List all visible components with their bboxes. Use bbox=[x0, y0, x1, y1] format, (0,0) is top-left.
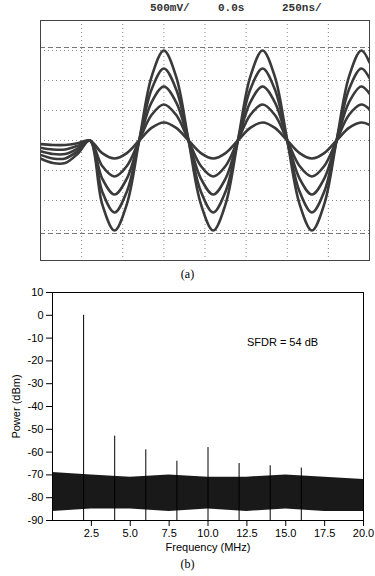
svg-text:Frequency (MHz): Frequency (MHz) bbox=[166, 541, 251, 553]
svg-text:-90: -90 bbox=[28, 514, 44, 526]
svg-text:-60: -60 bbox=[28, 446, 44, 458]
svg-text:-70: -70 bbox=[28, 468, 44, 480]
svg-text:0: 0 bbox=[37, 309, 43, 321]
html-text:500mV/: 500mV/ bbox=[150, 2, 190, 14]
svg-text:SFDR = 54 dB: SFDR = 54 dB bbox=[247, 336, 318, 348]
svg-text:7.5: 7.5 bbox=[161, 527, 176, 539]
svg-text:-50: -50 bbox=[28, 423, 44, 435]
html-text:0.0s: 0.0s bbox=[218, 2, 245, 14]
svg-text:-10: -10 bbox=[28, 332, 44, 344]
html-text:(b): (b) bbox=[180, 557, 195, 571]
svg-text:-30: -30 bbox=[28, 377, 44, 389]
svg-text:10.0: 10.0 bbox=[197, 527, 218, 539]
svg-text:17.5: 17.5 bbox=[314, 527, 335, 539]
svg-text:2.5: 2.5 bbox=[84, 527, 99, 539]
svg-text:20.0: 20.0 bbox=[353, 527, 374, 539]
svg-text:12.5: 12.5 bbox=[236, 527, 257, 539]
svg-text:Power (dBm): Power (dBm) bbox=[10, 374, 22, 438]
svg-text:10: 10 bbox=[31, 286, 43, 298]
svg-text:-20: -20 bbox=[28, 354, 44, 366]
svg-text:5.0: 5.0 bbox=[123, 527, 138, 539]
svg-text:-40: -40 bbox=[28, 400, 44, 412]
html-text:250ns/: 250ns/ bbox=[282, 2, 322, 14]
svg-text:-80: -80 bbox=[28, 491, 44, 503]
html-text:(a): (a) bbox=[180, 267, 195, 281]
svg-text:15.0: 15.0 bbox=[275, 527, 296, 539]
